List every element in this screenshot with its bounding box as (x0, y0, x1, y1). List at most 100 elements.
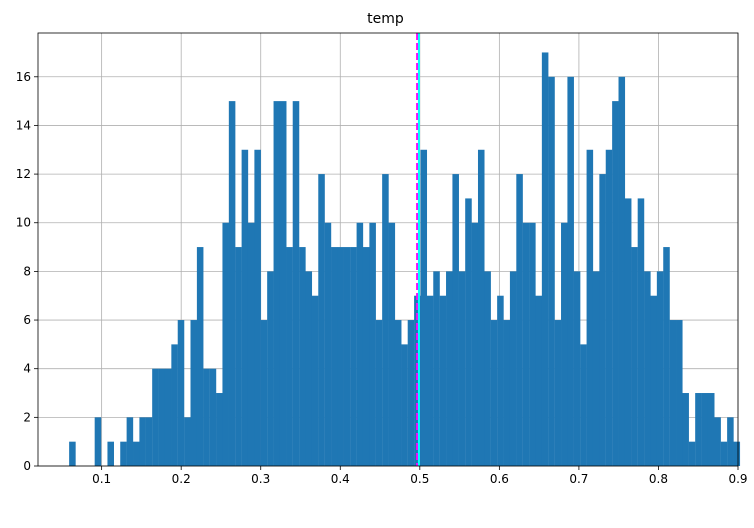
histogram-bar (343, 247, 351, 466)
histogram-bar (458, 271, 466, 466)
x-tick-label: 0.7 (569, 472, 588, 486)
histogram-bar (452, 174, 459, 466)
x-tick-label: 0.8 (649, 472, 668, 486)
histogram-bar (216, 393, 223, 466)
histogram-bar (337, 247, 344, 466)
y-tick-label: 8 (23, 264, 31, 278)
histogram-bar (228, 101, 236, 466)
histogram-bar (158, 368, 166, 466)
histogram-bar (394, 320, 402, 466)
histogram-bar (120, 441, 127, 466)
histogram-bar (407, 320, 415, 466)
histogram-bar (548, 76, 555, 467)
histogram-bar (446, 271, 453, 466)
y-tick-label: 0 (23, 459, 31, 473)
histogram-bar (305, 271, 313, 466)
histogram-bar (637, 198, 645, 467)
histogram-bar (247, 222, 255, 466)
histogram-bar (184, 417, 191, 466)
histogram-bar (471, 222, 479, 466)
histogram-bar (267, 271, 274, 466)
histogram-bar (388, 222, 396, 466)
histogram-bar (318, 174, 325, 466)
histogram-bar (414, 295, 421, 466)
histogram-bar (465, 198, 472, 467)
histogram-bar (331, 247, 338, 466)
histogram-bar (209, 368, 217, 466)
y-tick-label: 2 (23, 410, 31, 424)
histogram-bar (503, 320, 511, 466)
histogram-bar (624, 198, 632, 467)
histogram-bar (145, 417, 153, 466)
histogram-bar (733, 441, 741, 466)
histogram-bar (439, 295, 447, 466)
histogram-bar (714, 417, 721, 466)
histogram-bar (586, 149, 594, 466)
histogram-bar (618, 76, 626, 467)
x-tick-label: 0.4 (331, 472, 350, 486)
histogram-bar (152, 368, 159, 466)
histogram-bar (235, 247, 242, 466)
histogram-bar (612, 101, 619, 466)
histogram-bar (369, 222, 376, 466)
histogram-bar (241, 149, 249, 466)
histogram-bar (356, 222, 364, 466)
histogram-bar (350, 247, 357, 466)
y-tick-label: 14 (16, 118, 31, 132)
histogram-bar (490, 320, 498, 466)
histogram-bar (516, 174, 523, 466)
histogram-bar (561, 222, 568, 466)
histogram-bar (669, 320, 677, 466)
x-tick-label: 0.5 (410, 472, 429, 486)
histogram-bar (529, 222, 536, 466)
x-tick-label: 0.9 (728, 472, 747, 486)
histogram-bar (497, 295, 504, 466)
histogram-bar (707, 393, 715, 466)
histogram-bar (599, 174, 606, 466)
histogram-bar (196, 247, 204, 466)
histogram-bar (695, 393, 702, 466)
histogram-bar (279, 101, 287, 466)
histogram-bar (139, 417, 146, 466)
histogram-bar (656, 271, 664, 466)
histogram-bar (676, 320, 683, 466)
y-tick-label: 12 (16, 167, 31, 181)
histogram-bar (426, 295, 434, 466)
histogram-bar (324, 222, 332, 466)
histogram-bar (401, 344, 408, 466)
histogram-bar (567, 76, 574, 467)
histogram-bar (107, 441, 114, 466)
plot-area-frame (37, 32, 739, 467)
histogram-bar (292, 101, 300, 466)
histogram-bar (573, 271, 581, 466)
histogram-bar (126, 417, 134, 466)
histogram-bar (254, 149, 261, 466)
histogram-bar (177, 320, 185, 466)
histogram-bar (688, 441, 696, 466)
histogram-bar (260, 320, 268, 466)
histogram-bar (644, 271, 651, 466)
histogram-bar (663, 247, 670, 466)
x-axis: 0.1 0.2 0.3 0.4 0.5 0.6 0.7 0.8 0.9 (92, 466, 748, 486)
histogram-bar (433, 271, 440, 466)
x-tick-label: 0.3 (251, 472, 270, 486)
histogram-bar (477, 149, 485, 466)
histogram-bar (69, 441, 76, 466)
histogram-bar (650, 295, 657, 466)
histogram-bar (701, 393, 709, 466)
histogram-bar (203, 368, 210, 466)
histogram-bar (299, 247, 306, 466)
histogram-bar (164, 368, 172, 466)
histogram-bar (273, 101, 281, 466)
histogram-bar (190, 320, 198, 466)
histogram-bar (682, 393, 689, 466)
y-axis: 0 2 4 6 8 10 12 14 16 (16, 70, 38, 473)
histogram-bar (605, 149, 613, 466)
histogram-bar (382, 174, 389, 466)
x-tick-label: 0.1 (92, 472, 111, 486)
histogram-bar (554, 320, 562, 466)
histogram-bar (580, 344, 587, 466)
histogram-bar (94, 417, 102, 466)
histogram-bar (286, 247, 293, 466)
